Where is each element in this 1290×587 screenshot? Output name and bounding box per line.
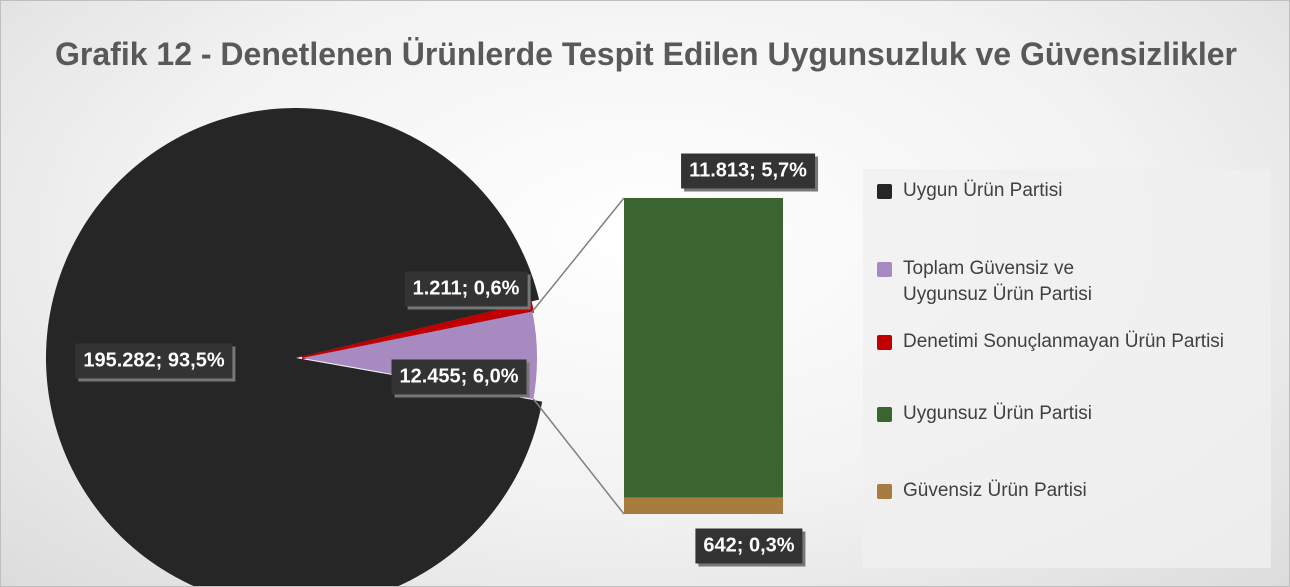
- legend-item: Güvensiz Ürün Partisi: [877, 478, 1283, 504]
- data-label: 11.813; 5,7%: [681, 153, 815, 189]
- data-label: 195.282; 93,5%: [75, 343, 233, 379]
- legend-swatch: [877, 184, 892, 199]
- legend-swatch: [877, 335, 892, 350]
- chart-title: Grafik 12 - Denetlenen Ürünlerde Tespit …: [55, 36, 1237, 72]
- data-label: 642; 0,3%: [695, 528, 803, 564]
- bar-segment: [624, 198, 783, 498]
- connector-line: [532, 398, 625, 515]
- bar-segment: [624, 497, 783, 514]
- legend-item: Toplam Güvensiz ve Uygunsuz Ürün Partisi: [877, 256, 1143, 308]
- legend-swatch: [877, 484, 892, 499]
- data-label: 12.455; 6,0%: [391, 359, 527, 395]
- legend-item: Uygunsuz Ürün Partisi: [877, 401, 1283, 427]
- pie-slice: [46, 108, 543, 586]
- connector-line: [531, 197, 625, 312]
- legend-item: Uygun Ürün Partisi: [877, 178, 1283, 204]
- legend-swatch: [877, 407, 892, 422]
- legend: Uygun Ürün Partisi Toplam Güvensiz ve Uyg…: [863, 169, 1271, 568]
- legend-item: Denetimi Sonuçlanmayan Ürün Partisi: [877, 329, 1283, 355]
- data-label: 1.211; 0,6%: [404, 271, 528, 307]
- legend-swatch: [877, 262, 892, 277]
